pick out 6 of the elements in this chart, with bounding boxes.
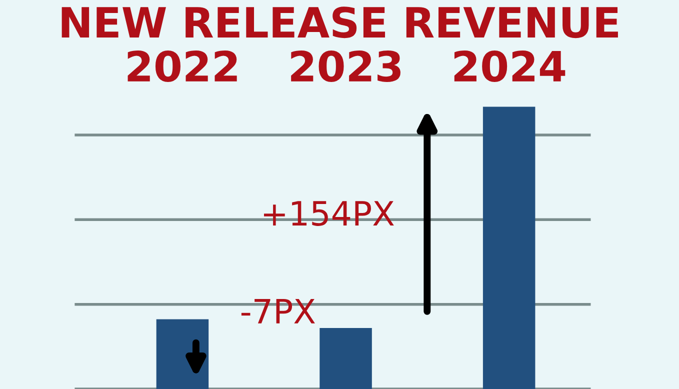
chart-title: NEW RELEASE REVENUE [62, 6, 618, 38]
x-tick-label: 2024 [454, 50, 566, 82]
x-tick-label: 2022 [128, 50, 237, 82]
annotation: -7PX [241, 299, 315, 324]
x-tick-label: 2023 [291, 50, 400, 82]
annotation: +154PX [264, 201, 394, 226]
